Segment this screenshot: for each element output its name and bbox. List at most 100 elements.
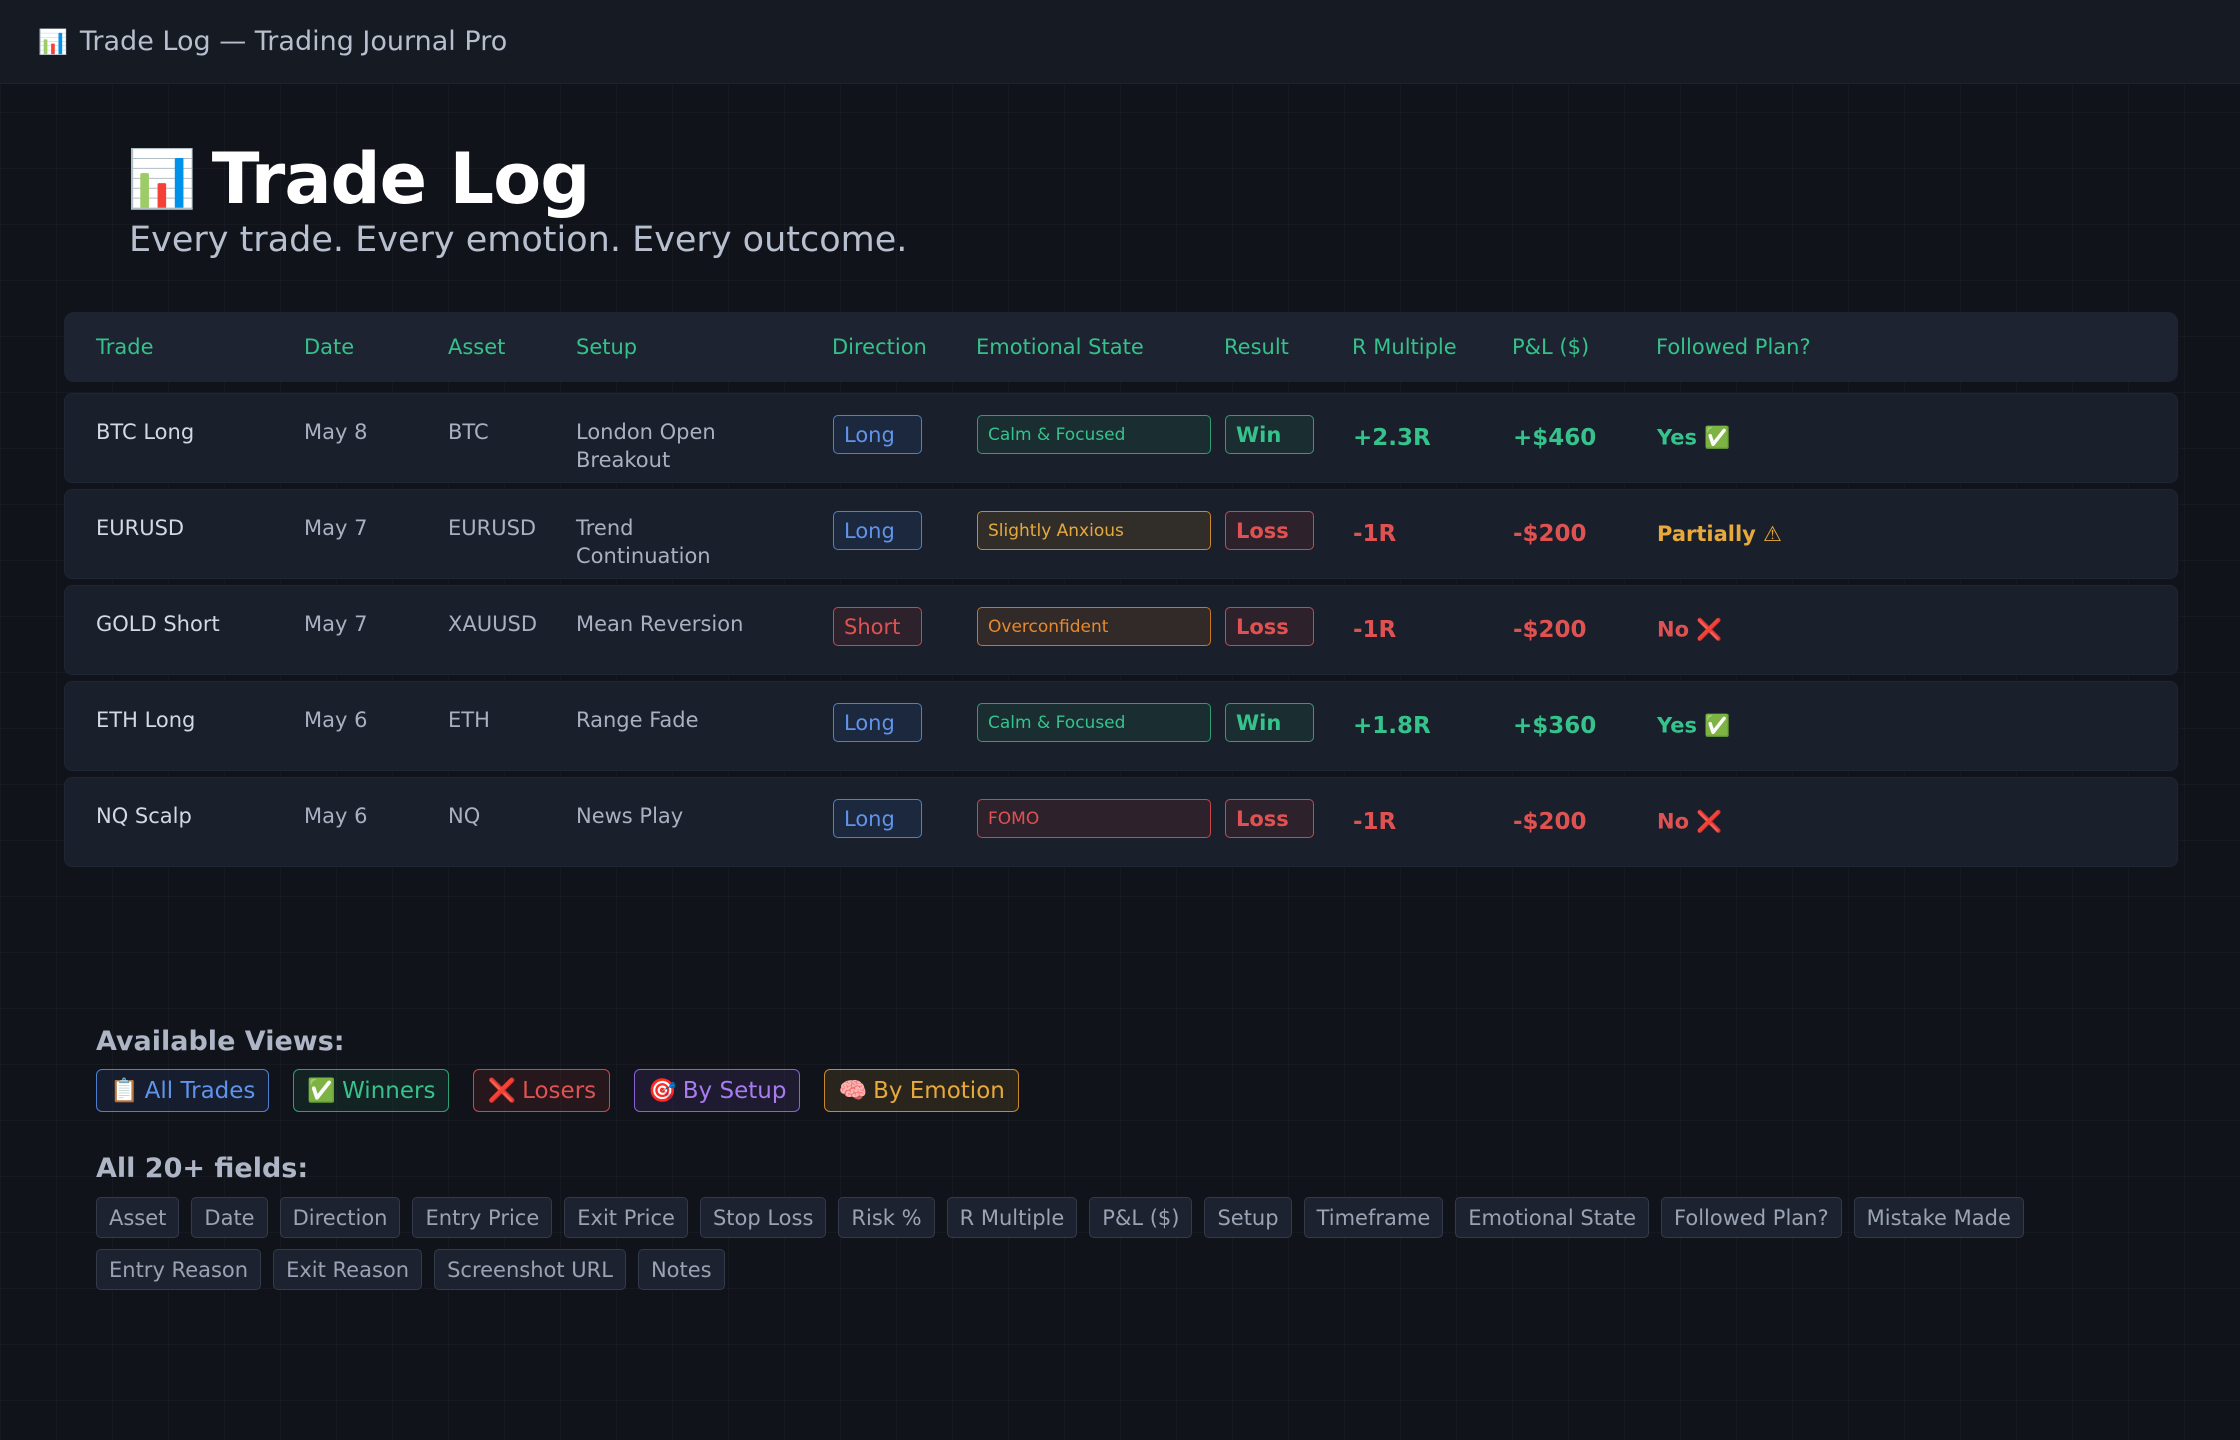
field-tag: Exit Price: [564, 1197, 688, 1238]
r-multiple-value: -1R: [1353, 617, 1397, 643]
table-row[interactable]: ETH Long May 6 ETH Range Fade Long Calm …: [64, 681, 2178, 771]
field-tag: Notes: [637, 1249, 725, 1290]
field-tag: Timeframe: [1303, 1197, 1444, 1238]
table-row[interactable]: GOLD Short May 7 XAUUSD Mean Reversion S…: [64, 585, 2178, 675]
trade-setup: Range Fade: [576, 708, 699, 732]
trade-date: May 6: [304, 708, 368, 732]
view-by-emotion-button[interactable]: 🧠 By Emotion: [824, 1069, 1019, 1112]
target-icon: 🎯: [648, 1078, 677, 1104]
r-multiple-value: +2.3R: [1353, 425, 1431, 451]
pnl-value: -$200: [1513, 617, 1587, 643]
chart-icon: 📊: [127, 147, 197, 212]
field-tag: Entry Reason: [96, 1249, 262, 1290]
followed-plan-value: No ❌: [1657, 809, 1723, 834]
emotion-badge: Calm & Focused: [977, 415, 1211, 454]
field-tag: Stop Loss: [699, 1197, 827, 1238]
page-title: 📊 Trade Log: [127, 138, 591, 220]
field-tag: Emotional State: [1455, 1197, 1650, 1238]
pnl-value: +$360: [1513, 713, 1597, 739]
window-title: Trade Log — Trading Journal Pro: [79, 26, 508, 57]
fields-label: All 20+ fields:: [96, 1153, 309, 1184]
field-tag: Risk %: [838, 1197, 935, 1238]
view-all-trades-button[interactable]: 📋 All Trades: [96, 1069, 270, 1112]
field-tag: P&L ($): [1089, 1197, 1193, 1238]
emotion-badge: Calm & Focused: [977, 703, 1211, 742]
followed-plan-value: No ❌: [1657, 617, 1723, 642]
page-subtitle: Every trade. Every emotion. Every outcom…: [129, 220, 908, 260]
column-header-asset[interactable]: Asset: [448, 335, 506, 359]
trade-date: May 8: [304, 420, 368, 444]
column-header-trade[interactable]: Trade: [96, 335, 154, 359]
column-header-pnl[interactable]: P&L ($): [1512, 335, 1590, 359]
direction-badge: Long: [833, 703, 922, 742]
view-label: Winners: [342, 1077, 436, 1104]
trade-setup: London Open Breakout: [576, 420, 716, 472]
table-row[interactable]: NQ Scalp May 6 NQ News Play Long FOMO Lo…: [64, 777, 2178, 867]
field-tag: R Multiple: [946, 1197, 1078, 1238]
brain-icon: 🧠: [838, 1078, 868, 1104]
window-titlebar: 📊 Trade Log — Trading Journal Pro: [0, 0, 2240, 84]
trade-asset: EURUSD: [448, 516, 537, 540]
view-buttons: 📋 All Trades ✅ Winners ❌ Losers 🎯 By Set…: [96, 1069, 1019, 1112]
field-tag: Screenshot URL: [434, 1249, 626, 1290]
trade-name: BTC Long: [96, 420, 195, 444]
view-label: All Trades: [144, 1077, 256, 1104]
direction-badge: Long: [833, 415, 922, 454]
trade-name: EURUSD: [96, 516, 185, 540]
view-losers-button[interactable]: ❌ Losers: [473, 1069, 611, 1112]
r-multiple-value: -1R: [1353, 521, 1397, 547]
r-multiple-value: +1.8R: [1353, 713, 1431, 739]
field-tag: Mistake Made: [1853, 1197, 2024, 1238]
followed-plan-value: Partially ⚠: [1657, 522, 1782, 546]
column-header-result[interactable]: Result: [1224, 335, 1289, 359]
trade-asset: NQ: [448, 804, 481, 828]
clipboard-icon: 📋: [110, 1078, 139, 1104]
table-header: Trade Date Asset Setup Direction Emotion…: [64, 312, 2178, 382]
result-badge: Win: [1225, 703, 1314, 742]
trade-name: ETH Long: [96, 708, 196, 732]
result-badge: Loss: [1225, 607, 1314, 646]
trade-setup: Trend Continuation: [576, 516, 711, 568]
view-by-setup-button[interactable]: 🎯 By Setup: [634, 1069, 801, 1112]
direction-badge: Long: [833, 799, 922, 838]
trade-setup: Mean Reversion: [576, 612, 744, 636]
emotion-badge: FOMO: [977, 799, 1211, 838]
pnl-value: +$460: [1513, 425, 1597, 451]
direction-badge: Long: [833, 511, 922, 550]
r-multiple-value: -1R: [1353, 809, 1397, 835]
page-title-text: Trade Log: [211, 138, 591, 220]
trade-date: May 6: [304, 804, 368, 828]
cross-icon: ❌: [487, 1078, 517, 1104]
table-row[interactable]: BTC Long May 8 BTC London Open Breakout …: [64, 393, 2178, 483]
trade-asset: XAUUSD: [448, 612, 537, 636]
column-header-date[interactable]: Date: [304, 335, 355, 359]
trade-asset: BTC: [448, 420, 489, 444]
trade-date: May 7: [304, 516, 368, 540]
field-tag: Entry Price: [412, 1197, 553, 1238]
column-header-direction[interactable]: Direction: [832, 335, 927, 359]
view-winners-button[interactable]: ✅ Winners: [293, 1069, 450, 1112]
result-badge: Win: [1225, 415, 1314, 454]
field-tag: Asset: [96, 1197, 180, 1238]
result-badge: Loss: [1225, 799, 1314, 838]
field-tag: Date: [191, 1197, 268, 1238]
column-header-setup[interactable]: Setup: [576, 335, 638, 359]
field-tag: Setup: [1204, 1197, 1292, 1238]
column-header-r-multiple[interactable]: R Multiple: [1352, 335, 1457, 359]
field-tag: Exit Reason: [273, 1249, 423, 1290]
views-label: Available Views:: [96, 1026, 345, 1057]
emotion-badge: Slightly Anxious: [977, 511, 1211, 550]
trade-setup: News Play: [576, 804, 684, 828]
emotion-badge: Overconfident: [977, 607, 1211, 646]
check-icon: ✅: [307, 1078, 337, 1104]
trade-table: Trade Date Asset Setup Direction Emotion…: [64, 312, 2178, 873]
followed-plan-value: Yes ✅: [1657, 713, 1731, 738]
pnl-value: -$200: [1513, 809, 1587, 835]
view-label: By Emotion: [873, 1077, 1005, 1104]
trade-name: GOLD Short: [96, 612, 220, 636]
result-badge: Loss: [1225, 511, 1314, 550]
view-label: By Setup: [682, 1077, 787, 1104]
column-header-emotional-state[interactable]: Emotional State: [976, 335, 1144, 359]
column-header-followed-plan[interactable]: Followed Plan?: [1656, 335, 1811, 359]
table-row[interactable]: EURUSD May 7 EURUSD Trend Continuation L…: [64, 489, 2178, 579]
